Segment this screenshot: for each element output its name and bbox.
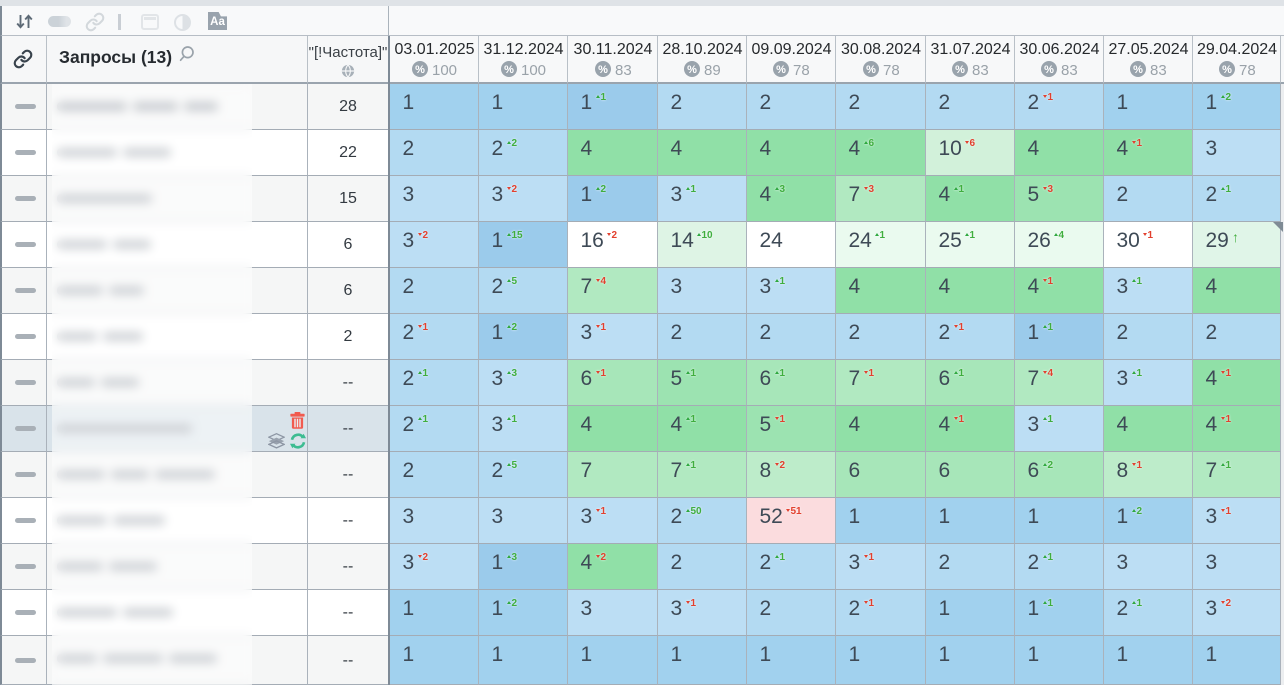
- svg-text:%: %: [1222, 64, 1232, 76]
- svg-text:%: %: [776, 64, 786, 76]
- svg-text:%: %: [1044, 64, 1054, 76]
- svg-text:%: %: [504, 64, 514, 76]
- svg-text:%: %: [866, 64, 876, 76]
- svg-text:%: %: [1133, 64, 1143, 76]
- svg-text:%: %: [687, 64, 697, 76]
- svg-text:%: %: [598, 64, 608, 76]
- svg-text:%: %: [415, 64, 425, 76]
- svg-text:%: %: [955, 64, 965, 76]
